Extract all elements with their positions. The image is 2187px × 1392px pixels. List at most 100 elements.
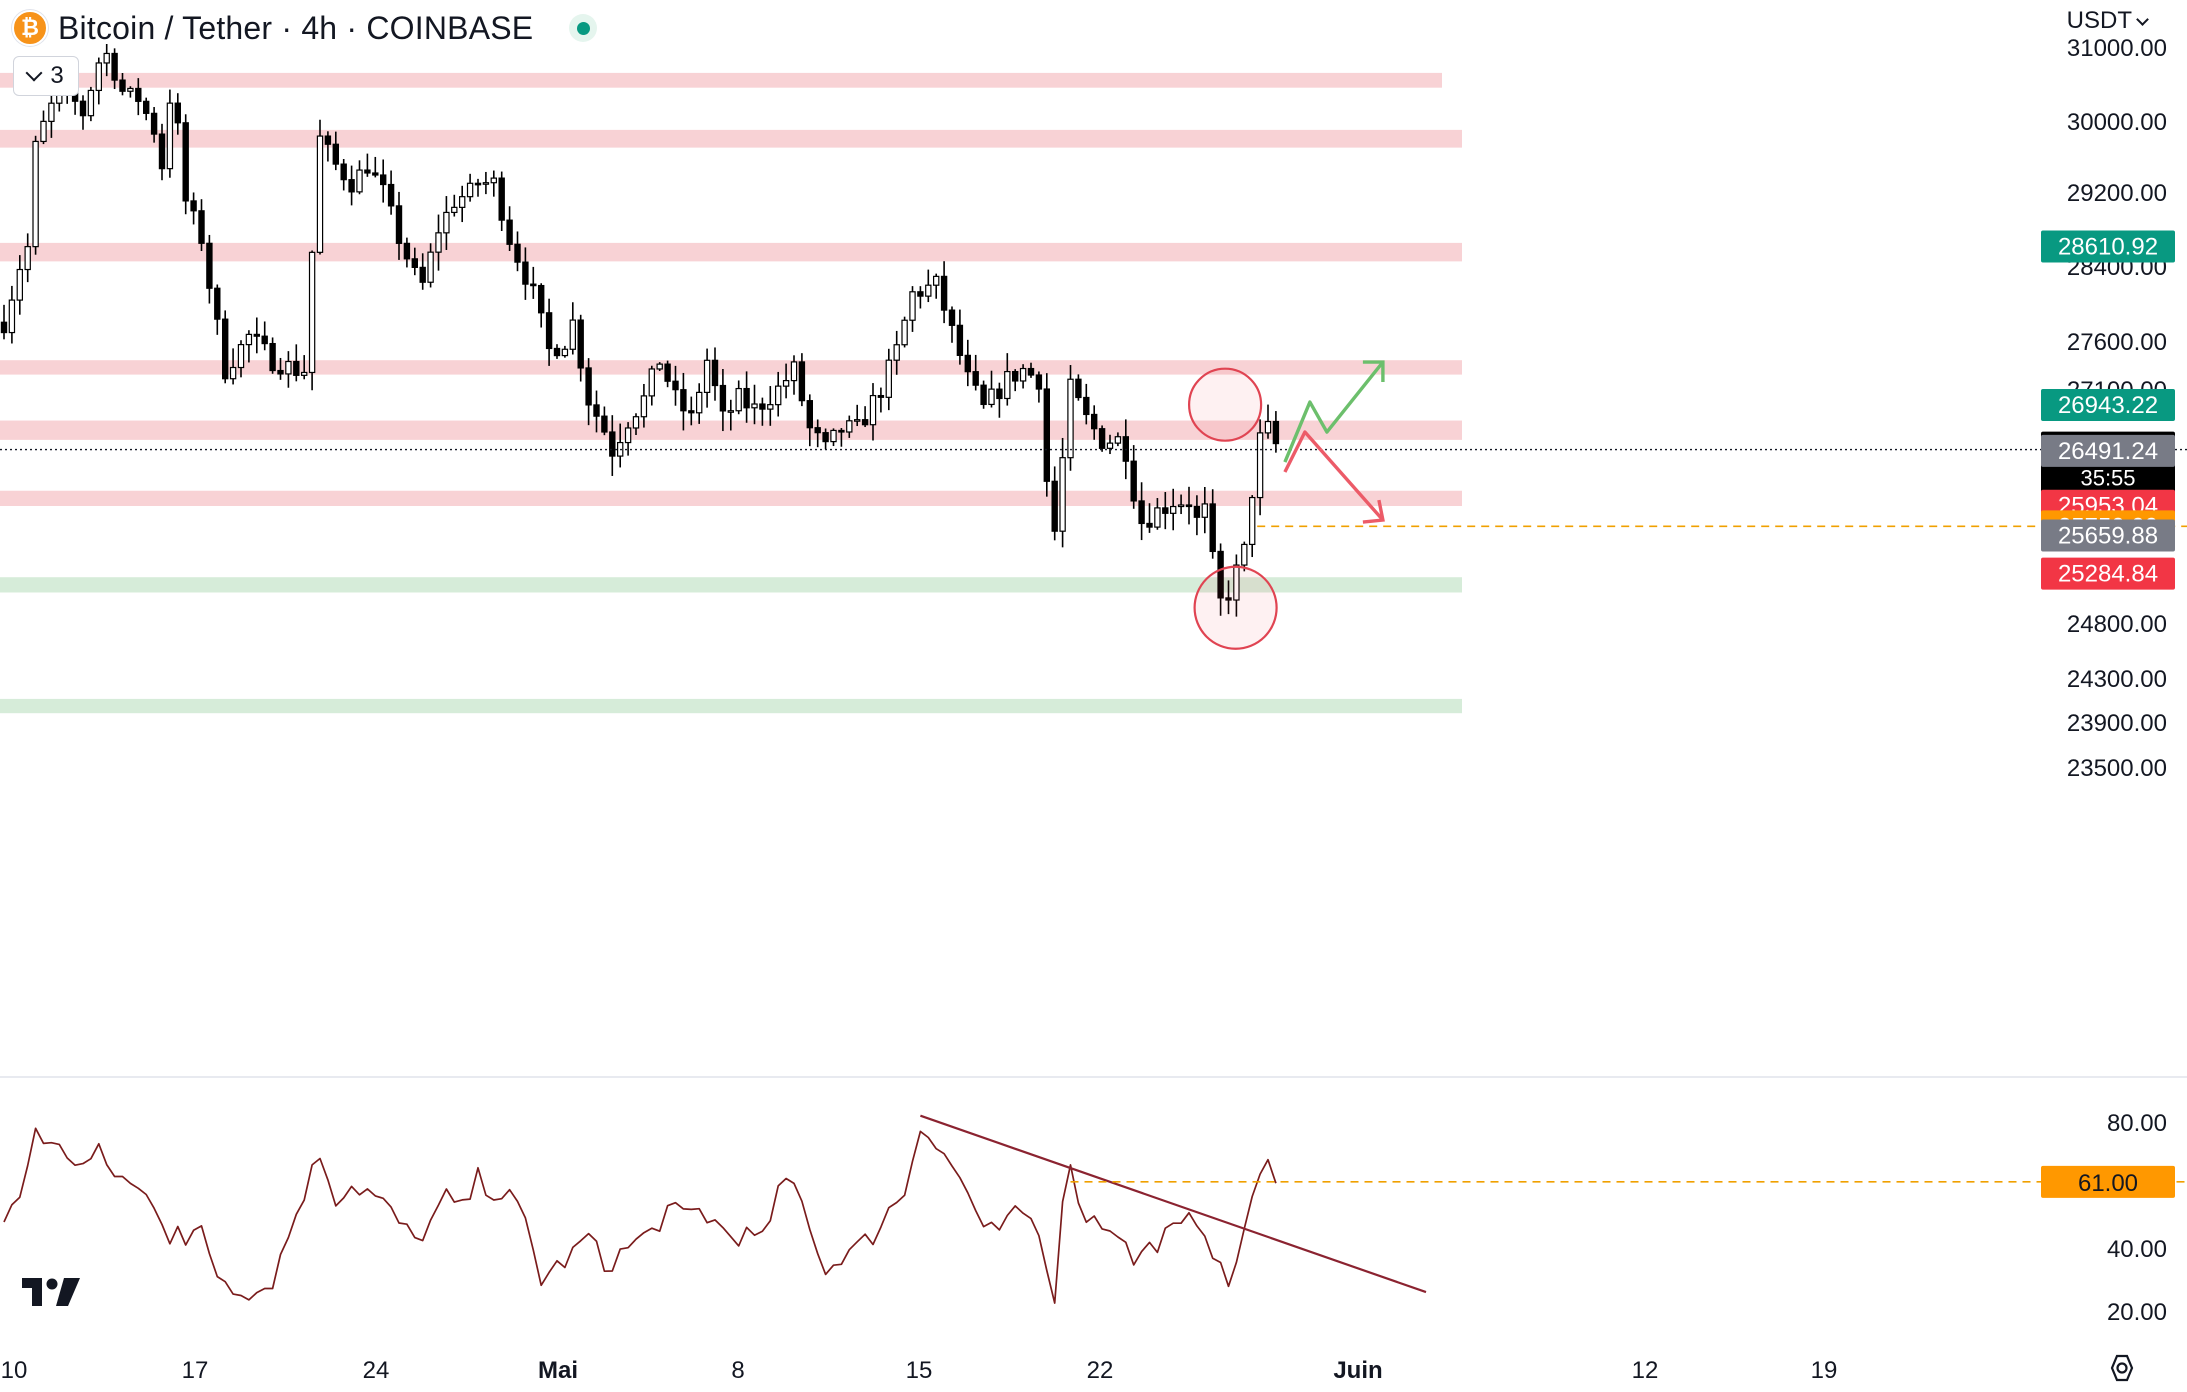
candle-body xyxy=(308,251,316,374)
candle-body xyxy=(1138,500,1145,525)
candle-body xyxy=(166,102,174,170)
candle-body xyxy=(237,344,245,369)
candle-body xyxy=(1169,505,1177,514)
candle-body xyxy=(32,140,39,248)
candle-body xyxy=(695,391,703,414)
candle-body xyxy=(1225,597,1232,601)
candle-body xyxy=(743,387,750,409)
candle-body xyxy=(285,360,292,375)
candle-body xyxy=(451,206,458,214)
candle-body xyxy=(332,143,340,165)
countdown-label: 35:55 xyxy=(2080,466,2135,491)
candle-body xyxy=(214,287,221,320)
candle-body xyxy=(1241,543,1248,566)
candle-body xyxy=(1209,503,1216,553)
price-label-box xyxy=(2041,434,2175,467)
time-tick-label: Mai xyxy=(538,1357,578,1384)
candle-body xyxy=(917,291,924,297)
currency-selector[interactable]: USDT xyxy=(2066,4,2149,38)
candle-body xyxy=(1114,436,1122,444)
candle-body xyxy=(387,183,395,207)
candle-body xyxy=(1162,507,1169,514)
candle-body xyxy=(79,100,87,117)
symbol-title[interactable]: Bitcoin / Tether · 4h · COINBASE xyxy=(58,9,534,46)
candle-body xyxy=(735,387,742,412)
currency-label: USDT xyxy=(2066,7,2132,34)
settings-gear-icon[interactable] xyxy=(2110,1354,2134,1382)
indicators-collapse-button[interactable]: 3 xyxy=(13,56,79,96)
candle-body xyxy=(577,319,584,369)
time-tick-label: 17 xyxy=(182,1357,209,1384)
candle-body xyxy=(0,321,8,334)
price-axis-layer: 31000.0030000.0029200.0028400.0027600.00… xyxy=(2041,35,2175,1326)
candle-body xyxy=(1051,480,1058,532)
time-tick-label: 19 xyxy=(1811,1357,1838,1384)
candle-body xyxy=(301,371,308,376)
price-label: 26491.24 xyxy=(2058,438,2158,465)
candle-body xyxy=(822,432,829,443)
candle-body xyxy=(774,385,782,406)
candle-body xyxy=(1059,457,1066,532)
candle-body xyxy=(143,100,150,114)
candle-body xyxy=(1035,374,1043,390)
rsi-trendline xyxy=(920,1114,1427,1294)
time-tick-label: 15 xyxy=(906,1357,933,1384)
candle-body xyxy=(222,318,229,380)
price-label-box xyxy=(2041,557,2175,590)
candle-body xyxy=(1004,370,1011,400)
candle-body xyxy=(1043,388,1050,482)
candle-body xyxy=(1067,378,1074,459)
candle-body xyxy=(688,410,695,414)
candle-body xyxy=(356,169,363,193)
candle-body xyxy=(277,369,284,375)
resistance-zone xyxy=(0,360,1462,375)
resistance-zone xyxy=(0,72,1442,88)
candle-body xyxy=(1177,504,1185,508)
candle-body xyxy=(996,388,1003,400)
candle-body xyxy=(545,312,553,350)
candle-body xyxy=(609,431,616,457)
candle-body xyxy=(8,299,16,334)
candle-body xyxy=(593,404,600,417)
candle-body xyxy=(869,394,877,426)
candle-body xyxy=(474,182,482,186)
candle-body xyxy=(174,102,181,124)
highlight-circle xyxy=(1187,367,1263,442)
candle-body xyxy=(988,388,995,406)
candle-body xyxy=(87,89,95,117)
candle-body xyxy=(885,359,893,398)
highlight-circle xyxy=(1193,565,1278,650)
candle-body xyxy=(482,182,490,185)
candle-body xyxy=(119,79,126,92)
candle-body xyxy=(348,179,355,193)
tradingview-logo-icon[interactable] xyxy=(20,1274,84,1310)
price-label: 26943.22 xyxy=(2058,392,2158,419)
resistance-zone xyxy=(0,242,1462,262)
candle-body xyxy=(1185,504,1193,508)
rsi-tick-label: 40.00 xyxy=(2107,1236,2167,1263)
candle-body xyxy=(846,420,853,433)
candle-body xyxy=(198,210,205,244)
candle-body xyxy=(1193,505,1201,518)
chevron-down-icon xyxy=(2136,12,2149,26)
market-status-icon[interactable] xyxy=(569,14,598,42)
candle-body xyxy=(1146,522,1153,528)
candle-body xyxy=(830,429,837,443)
candle-body xyxy=(1233,564,1240,601)
candle-body xyxy=(940,275,948,311)
candle-body xyxy=(782,380,790,387)
candle-body xyxy=(372,172,379,176)
candle-body xyxy=(530,283,537,287)
candle-body xyxy=(380,174,387,186)
rsi-tick-label: 80.00 xyxy=(2107,1110,2167,1137)
candle-body xyxy=(245,333,253,346)
candle-body xyxy=(790,361,798,382)
bearish-path-arrow xyxy=(1283,430,1385,522)
candle-body xyxy=(490,177,498,184)
market-open-dot xyxy=(576,21,590,35)
candle-body xyxy=(95,62,102,92)
price-label: 25659.88 xyxy=(2058,523,2158,550)
candle-body xyxy=(253,333,260,337)
candle-body xyxy=(972,371,979,386)
